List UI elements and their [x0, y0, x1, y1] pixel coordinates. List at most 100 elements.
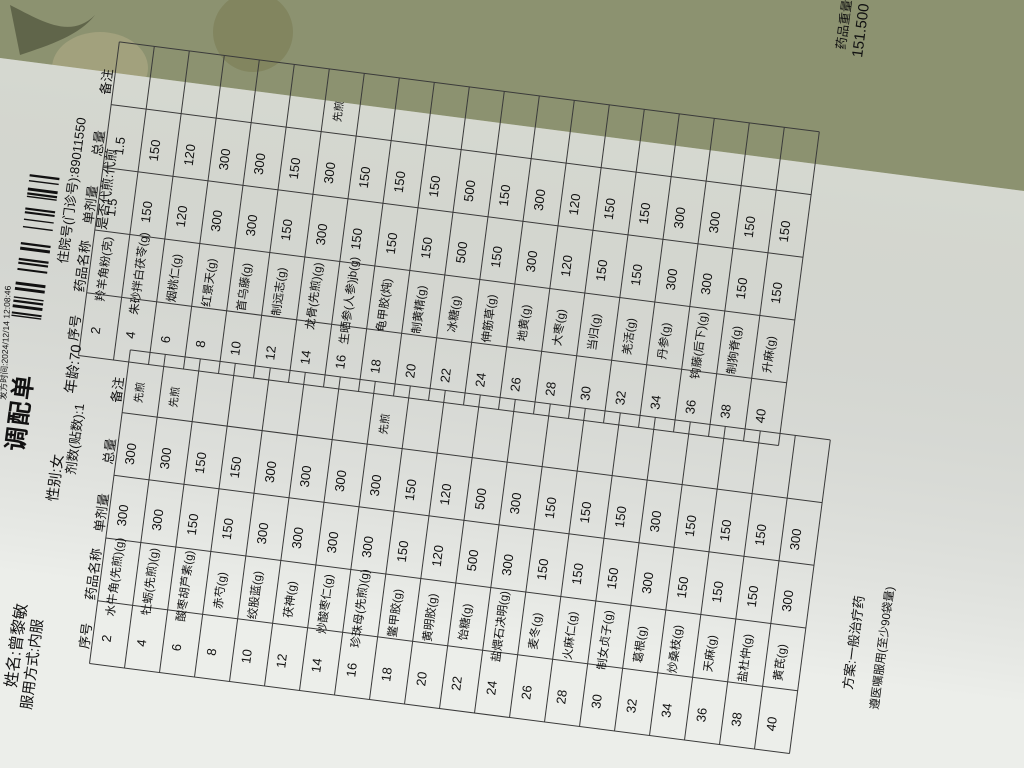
- svg-text:150: 150: [682, 514, 700, 537]
- svg-text:300: 300: [208, 209, 226, 232]
- svg-text:16: 16: [332, 354, 349, 370]
- svg-text:150: 150: [418, 236, 436, 259]
- svg-text:150: 150: [227, 456, 245, 479]
- svg-text:120: 120: [181, 143, 199, 166]
- svg-text:300: 300: [324, 531, 342, 554]
- svg-text:300: 300: [359, 535, 377, 558]
- svg-text:150: 150: [577, 501, 595, 524]
- svg-text:150: 150: [741, 215, 759, 238]
- svg-text:300: 300: [499, 553, 517, 576]
- svg-text:32: 32: [623, 698, 640, 714]
- svg-text:14: 14: [308, 657, 325, 673]
- svg-text:150: 150: [534, 558, 552, 581]
- svg-text:先煎: 先煎: [167, 386, 183, 408]
- svg-text:28: 28: [553, 689, 570, 705]
- svg-text:150: 150: [733, 277, 751, 300]
- svg-text:120: 120: [566, 193, 584, 216]
- svg-text:34: 34: [658, 702, 675, 718]
- svg-text:12: 12: [273, 653, 290, 669]
- svg-text:300: 300: [523, 250, 541, 273]
- svg-text:32: 32: [612, 390, 629, 406]
- svg-text:300: 300: [297, 465, 315, 488]
- svg-text:150: 150: [744, 585, 762, 608]
- svg-text:150: 150: [383, 232, 401, 255]
- svg-text:300: 300: [698, 272, 716, 295]
- svg-text:150: 150: [674, 576, 692, 599]
- svg-text:36: 36: [682, 399, 699, 415]
- svg-text:150: 150: [542, 496, 560, 519]
- svg-text:150: 150: [768, 281, 786, 304]
- svg-text:16: 16: [343, 662, 360, 678]
- svg-text:300: 300: [251, 152, 269, 175]
- svg-text:300: 300: [157, 447, 175, 470]
- svg-text:150: 150: [146, 139, 164, 162]
- svg-text:150: 150: [569, 562, 587, 585]
- svg-text:150: 150: [601, 197, 619, 220]
- svg-text:300: 300: [122, 442, 140, 465]
- svg-text:500: 500: [453, 241, 471, 264]
- svg-text:10: 10: [227, 340, 244, 356]
- svg-text:18: 18: [378, 666, 395, 682]
- svg-text:150: 150: [219, 517, 237, 540]
- svg-text:40: 40: [763, 716, 780, 732]
- svg-text:26: 26: [507, 376, 524, 392]
- svg-text:22: 22: [448, 675, 465, 691]
- svg-text:300: 300: [706, 211, 724, 234]
- svg-text:150: 150: [402, 478, 420, 501]
- svg-text:150: 150: [612, 505, 630, 528]
- svg-text:300: 300: [254, 522, 272, 545]
- svg-text:150: 150: [278, 218, 296, 241]
- svg-text:先煎: 先煎: [132, 381, 148, 403]
- svg-text:24: 24: [483, 680, 500, 696]
- svg-text:150: 150: [628, 263, 646, 286]
- svg-text:30: 30: [588, 693, 605, 709]
- svg-text:150: 150: [717, 519, 735, 542]
- svg-text:300: 300: [321, 161, 339, 184]
- svg-text:300: 300: [671, 206, 689, 229]
- svg-text:500: 500: [461, 179, 479, 202]
- svg-text:300: 300: [332, 469, 350, 492]
- svg-text:先煎: 先煎: [377, 413, 393, 435]
- svg-text:先煎: 先煎: [331, 100, 347, 122]
- svg-text:20: 20: [402, 363, 419, 379]
- svg-text:300: 300: [313, 223, 331, 246]
- svg-text:120: 120: [429, 544, 447, 567]
- svg-text:26: 26: [518, 684, 535, 700]
- svg-text:150: 150: [752, 523, 770, 546]
- svg-text:300: 300: [114, 504, 132, 527]
- svg-text:300: 300: [779, 589, 797, 612]
- svg-text:150: 150: [776, 220, 794, 243]
- svg-text:150: 150: [138, 200, 156, 223]
- svg-text:150: 150: [426, 175, 444, 198]
- svg-text:150: 150: [348, 227, 366, 250]
- svg-text:38: 38: [728, 711, 745, 727]
- svg-text:150: 150: [394, 540, 412, 563]
- svg-text:12: 12: [262, 345, 279, 361]
- svg-text:300: 300: [663, 268, 681, 291]
- svg-text:14: 14: [297, 349, 314, 365]
- svg-text:20: 20: [413, 671, 430, 687]
- svg-text:300: 300: [531, 188, 549, 211]
- svg-text:300: 300: [639, 571, 657, 594]
- svg-text:150: 150: [604, 567, 622, 590]
- svg-text:150: 150: [286, 157, 304, 180]
- svg-text:300: 300: [149, 508, 167, 531]
- svg-text:300: 300: [243, 214, 261, 237]
- svg-text:150: 150: [192, 451, 210, 474]
- svg-text:300: 300: [262, 460, 280, 483]
- svg-text:150: 150: [496, 184, 514, 207]
- svg-text:150: 150: [488, 245, 506, 268]
- svg-text:10: 10: [238, 648, 255, 664]
- svg-text:120: 120: [437, 483, 455, 506]
- svg-text:22: 22: [437, 367, 454, 383]
- svg-text:300: 300: [367, 474, 385, 497]
- svg-text:150: 150: [636, 202, 654, 225]
- svg-text:38: 38: [717, 403, 734, 419]
- svg-text:500: 500: [472, 487, 490, 510]
- svg-text:150: 150: [184, 513, 202, 536]
- svg-text:30: 30: [577, 385, 594, 401]
- svg-text:300: 300: [216, 148, 234, 171]
- svg-text:500: 500: [464, 549, 482, 572]
- svg-text:150: 150: [593, 259, 611, 282]
- svg-text:24: 24: [472, 372, 489, 388]
